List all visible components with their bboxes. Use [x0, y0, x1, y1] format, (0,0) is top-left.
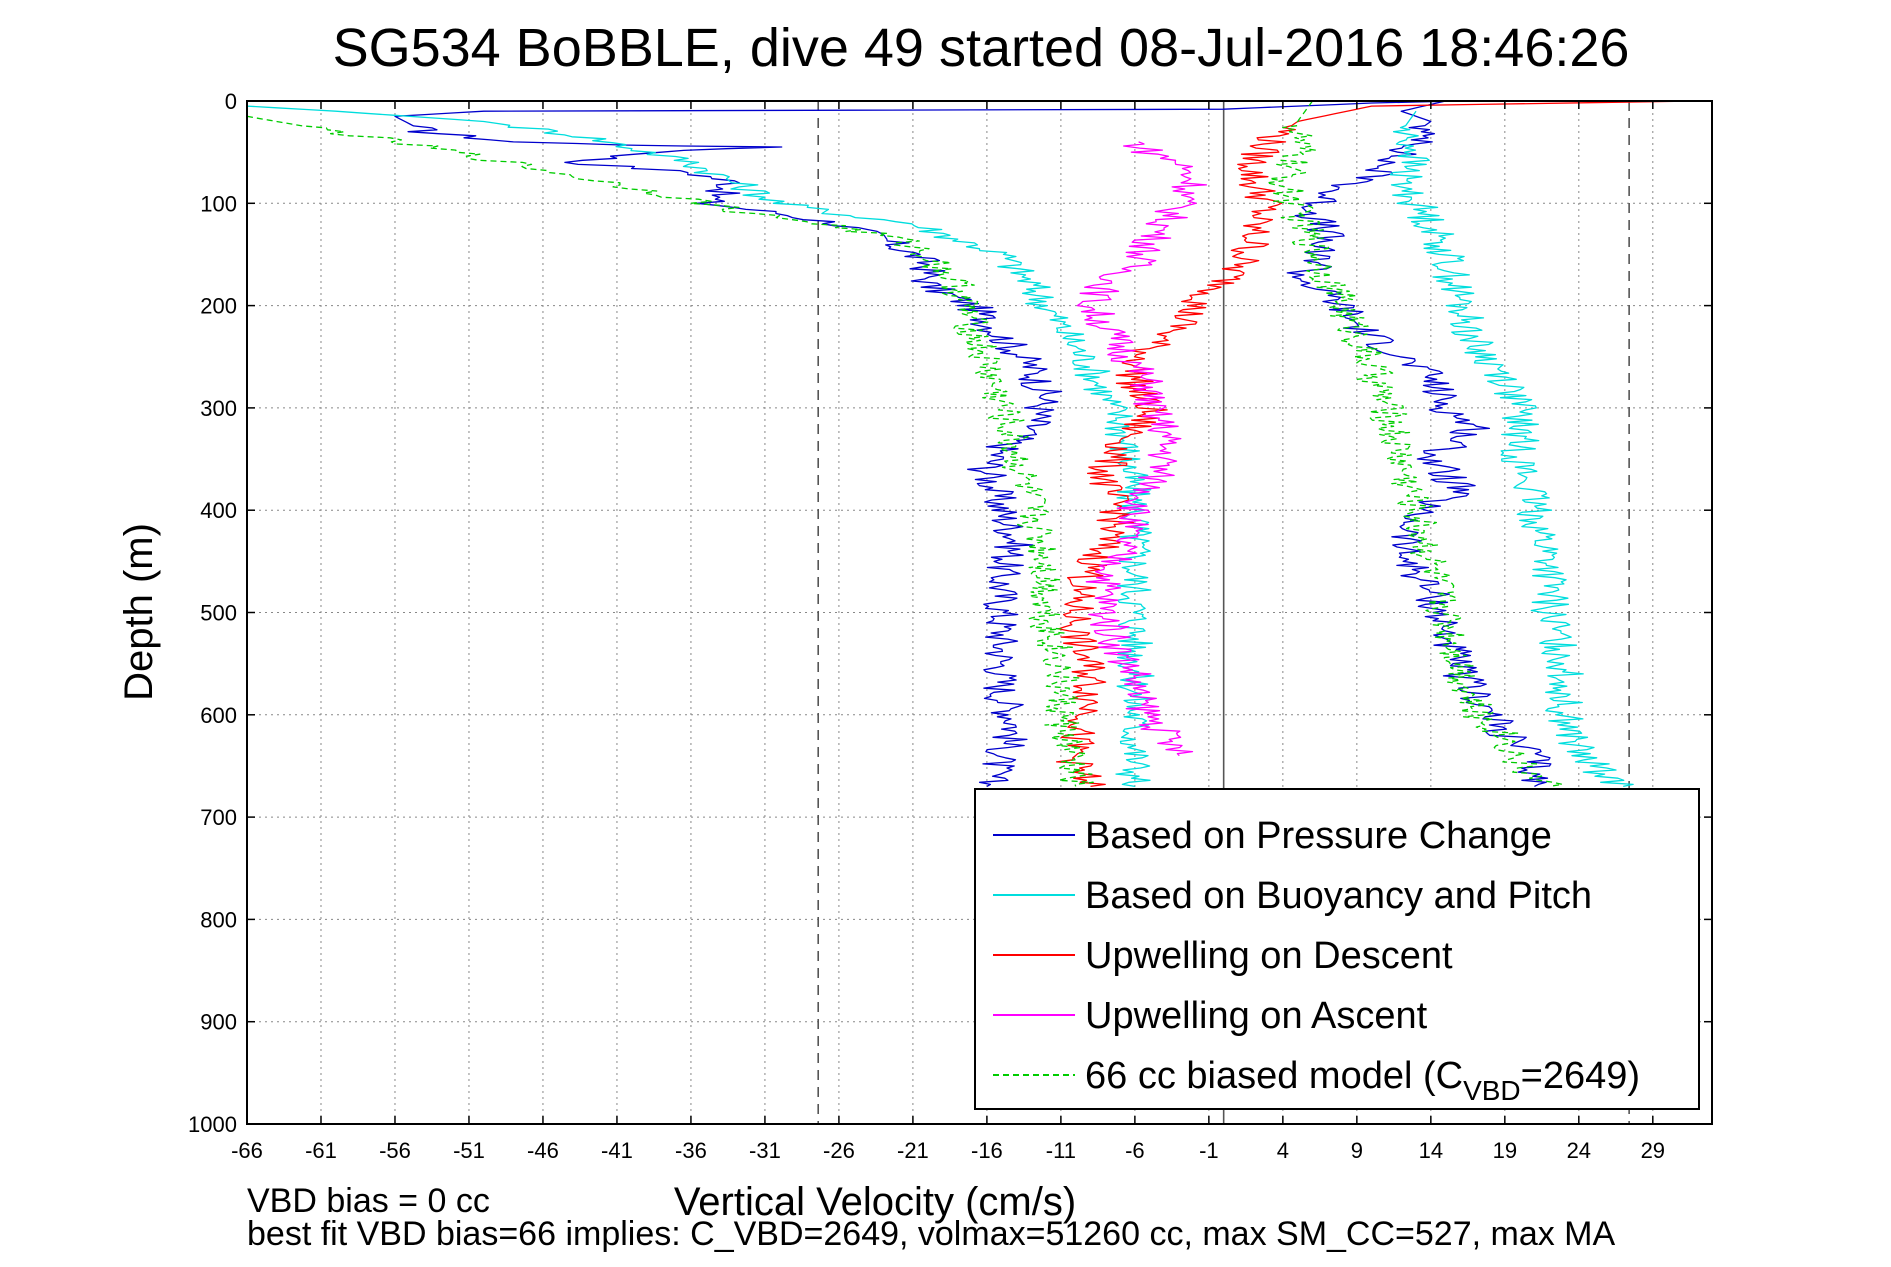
- y-axis-label: Depth (m): [117, 523, 161, 701]
- series-line-66-cc-biased-model-c: [247, 115, 1094, 787]
- annotation-best-fit: best fit VBD bias=66 implies: C_VBD=2649…: [247, 1215, 1616, 1253]
- x-tick-label: 14: [1419, 1138, 1443, 1163]
- x-tick-label: -51: [453, 1138, 485, 1163]
- x-tick-label: -61: [305, 1138, 337, 1163]
- x-axis-ticks: -66 -61 -56 -51 -46 -41 -36 -31 -26 -21 -16 -11 -6 -1…: [231, 101, 1665, 1163]
- x-tick-label: -36: [675, 1138, 707, 1163]
- x-tick-label: 9: [1351, 1138, 1363, 1163]
- legend-label-suffix: =2649): [1521, 1055, 1640, 1097]
- x-tick-label: -46: [527, 1138, 559, 1163]
- series-line-based-on-buoyancy-and-pitch: [1389, 110, 1634, 788]
- x-tick-label: -16: [971, 1138, 1003, 1163]
- y-tick-label: 0: [225, 89, 237, 114]
- legend-items: Based on Pressure Change Based on Buoyanc…: [993, 815, 1640, 1106]
- x-tick-label: -31: [749, 1138, 781, 1163]
- series-line-upwelling-on-descent: [1055, 101, 1698, 788]
- y-axis-ticks: 0 100 200 300 400 500 600 700 800 900 1000: [188, 89, 1712, 1137]
- x-tick-label: -11: [1046, 1138, 1076, 1163]
- series-line-66-cc-biased-model-c: [1266, 101, 1564, 788]
- x-tick-label: -56: [379, 1138, 411, 1163]
- series-line-upwelling-on-ascent: [1076, 141, 1208, 757]
- x-tick-label: 19: [1493, 1138, 1517, 1163]
- legend: Based on Pressure Change Based on Buoyanc…: [974, 788, 1700, 1110]
- legend-label: Upwelling on Ascent: [1085, 995, 1428, 1037]
- x-tick-label: -66: [231, 1138, 263, 1163]
- legend-box: [974, 788, 1700, 1110]
- legend-label-subscript: VBD: [1463, 1075, 1521, 1106]
- series-line-based-on-buoyancy-and-pitch: [247, 105, 1155, 788]
- y-tick-label: 800: [200, 907, 237, 932]
- chart-title: SG534 BoBBLE, dive 49 started 08-Jul-201…: [333, 18, 1630, 78]
- x-tick-label: 29: [1641, 1138, 1665, 1163]
- y-tick-label: 500: [200, 601, 237, 626]
- y-tick-label: 600: [200, 703, 237, 728]
- legend-label: Upwelling on Descent: [1085, 935, 1453, 977]
- series-lines: [247, 101, 1698, 788]
- x-tick-label: 24: [1567, 1138, 1591, 1163]
- x-tick-label: -1: [1199, 1138, 1219, 1163]
- x-tick-label: 4: [1277, 1138, 1289, 1163]
- annotation-vbd-bias: VBD bias = 0 cc: [247, 1182, 490, 1220]
- x-tick-label: -41: [601, 1138, 633, 1163]
- series-line-based-on-pressure-change: [1286, 101, 1552, 787]
- y-tick-label: 300: [200, 396, 237, 421]
- y-tick-label: 400: [200, 498, 237, 523]
- x-axis-label: Vertical Velocity (cm/s): [674, 1180, 1076, 1224]
- x-tick-label: -21: [897, 1138, 929, 1163]
- legend-label: Based on Buoyancy and Pitch: [1085, 875, 1592, 917]
- y-tick-label: 900: [200, 1010, 237, 1035]
- x-tick-label: -26: [823, 1138, 855, 1163]
- y-tick-label: 200: [200, 294, 237, 319]
- y-tick-label: 700: [200, 805, 237, 830]
- x-tick-label: -6: [1125, 1138, 1145, 1163]
- legend-label: Based on Pressure Change: [1085, 815, 1552, 857]
- y-tick-label: 1000: [188, 1112, 237, 1137]
- y-tick-label: 100: [200, 191, 237, 216]
